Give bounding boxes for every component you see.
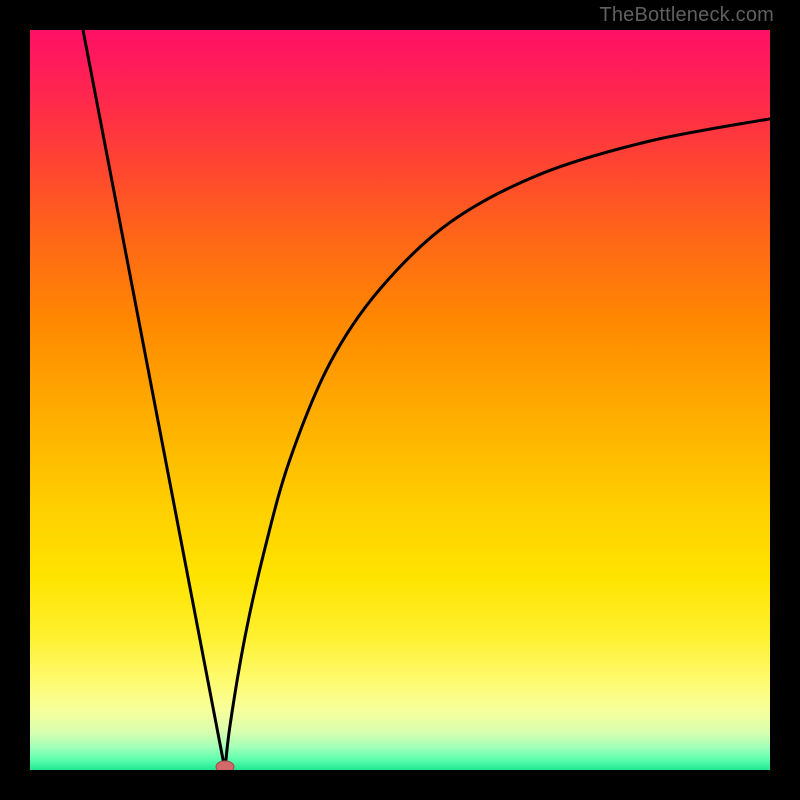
plot-area — [30, 30, 770, 770]
minimum-marker — [216, 761, 234, 770]
bottleneck-curve — [83, 30, 770, 770]
curve-layer — [30, 30, 770, 770]
watermark-text: TheBottleneck.com — [599, 4, 774, 27]
